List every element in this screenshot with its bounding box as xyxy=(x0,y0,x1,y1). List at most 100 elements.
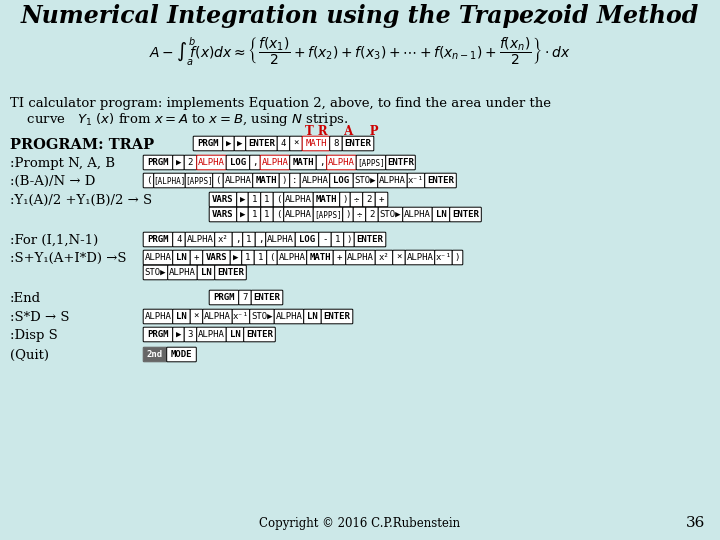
Text: :Y₁(A)/2 +Y₁(B)/2 → S: :Y₁(A)/2 +Y₁(B)/2 → S xyxy=(10,194,152,207)
Text: STO▶: STO▶ xyxy=(379,210,401,219)
FancyBboxPatch shape xyxy=(313,207,343,222)
FancyBboxPatch shape xyxy=(295,232,319,247)
Text: ALPHA: ALPHA xyxy=(225,176,251,185)
Text: ×: × xyxy=(194,312,199,321)
FancyBboxPatch shape xyxy=(343,207,354,222)
Text: ENTER: ENTER xyxy=(217,268,244,277)
FancyBboxPatch shape xyxy=(330,173,354,188)
Text: ▶: ▶ xyxy=(226,139,231,148)
Text: (: ( xyxy=(269,253,275,262)
FancyBboxPatch shape xyxy=(246,136,277,151)
Text: 1: 1 xyxy=(264,195,270,204)
Text: +: + xyxy=(379,195,384,204)
Text: Copyright © 2016 C.P.Rubenstein: Copyright © 2016 C.P.Rubenstein xyxy=(259,517,461,530)
FancyBboxPatch shape xyxy=(251,290,283,305)
Text: ALPHA: ALPHA xyxy=(407,253,433,262)
FancyBboxPatch shape xyxy=(343,232,354,247)
FancyBboxPatch shape xyxy=(143,309,173,324)
Text: PRGM: PRGM xyxy=(148,330,168,339)
Text: ,: , xyxy=(258,235,264,244)
Text: -: - xyxy=(323,235,328,244)
Text: +: + xyxy=(194,253,199,262)
FancyBboxPatch shape xyxy=(212,173,223,188)
Text: [APPS]: [APPS] xyxy=(185,176,213,185)
Text: ALPHA: ALPHA xyxy=(279,253,305,262)
Text: (: ( xyxy=(276,210,282,219)
FancyBboxPatch shape xyxy=(363,192,375,207)
FancyBboxPatch shape xyxy=(193,136,222,151)
FancyBboxPatch shape xyxy=(266,250,277,265)
FancyBboxPatch shape xyxy=(190,309,203,324)
FancyBboxPatch shape xyxy=(333,250,346,265)
Text: ▶: ▶ xyxy=(176,158,181,167)
Text: curve   $Y_1$ $(x)$ from $x = A$ to $x = B$, using $N$ strips.: curve $Y_1$ $(x)$ from $x = A$ to $x = B… xyxy=(10,111,348,128)
Text: MATH: MATH xyxy=(316,195,337,204)
Text: [APPS]: [APPS] xyxy=(357,158,385,167)
FancyBboxPatch shape xyxy=(197,155,226,170)
FancyBboxPatch shape xyxy=(185,173,213,188)
Text: PRGM: PRGM xyxy=(213,293,235,302)
Text: PRGM: PRGM xyxy=(148,158,168,167)
FancyBboxPatch shape xyxy=(452,250,463,265)
Text: PRGM: PRGM xyxy=(197,139,219,148)
Text: 1: 1 xyxy=(252,210,257,219)
FancyBboxPatch shape xyxy=(432,207,450,222)
Text: ALPHA: ALPHA xyxy=(198,330,225,339)
Text: T R    A    P: T R A P xyxy=(305,125,379,138)
FancyBboxPatch shape xyxy=(234,136,246,151)
Text: 2nd: 2nd xyxy=(147,350,163,359)
FancyBboxPatch shape xyxy=(274,309,304,324)
Text: ALPHA: ALPHA xyxy=(169,268,196,277)
FancyBboxPatch shape xyxy=(300,173,330,188)
FancyBboxPatch shape xyxy=(226,327,244,342)
Text: ENTER: ENTER xyxy=(323,312,351,321)
Text: LN: LN xyxy=(176,253,187,262)
FancyBboxPatch shape xyxy=(342,136,374,151)
FancyBboxPatch shape xyxy=(375,250,393,265)
Text: x²: x² xyxy=(379,253,390,262)
Text: (: ( xyxy=(146,176,151,185)
Text: [ALPHA]: [ALPHA] xyxy=(153,176,186,185)
FancyBboxPatch shape xyxy=(143,327,173,342)
Text: x⁻¹: x⁻¹ xyxy=(233,312,249,321)
Text: :Prompt N, A, B: :Prompt N, A, B xyxy=(10,157,115,170)
FancyBboxPatch shape xyxy=(340,192,351,207)
FancyBboxPatch shape xyxy=(250,309,274,324)
Text: LN: LN xyxy=(307,312,318,321)
FancyBboxPatch shape xyxy=(277,250,307,265)
Text: MATH: MATH xyxy=(305,139,327,148)
FancyBboxPatch shape xyxy=(378,173,408,188)
FancyBboxPatch shape xyxy=(289,155,316,170)
FancyBboxPatch shape xyxy=(143,232,173,247)
FancyBboxPatch shape xyxy=(316,155,327,170)
FancyBboxPatch shape xyxy=(184,155,197,170)
Text: $A - \int_a^b\!\! f(x)dx \approx \left\{\dfrac{f(x_1)}{2} + f(x_2) + f(x_3) + \c: $A - \int_a^b\!\! f(x)dx \approx \left\{… xyxy=(149,36,571,68)
FancyBboxPatch shape xyxy=(243,327,275,342)
Text: PROGRAM: TRAP: PROGRAM: TRAP xyxy=(10,138,154,152)
Text: ALPHA: ALPHA xyxy=(145,253,171,262)
Text: 4: 4 xyxy=(281,139,286,148)
Text: :S*D → S: :S*D → S xyxy=(10,311,70,324)
Text: VARS: VARS xyxy=(212,195,234,204)
FancyBboxPatch shape xyxy=(248,207,261,222)
FancyBboxPatch shape xyxy=(346,250,375,265)
Text: ALPHA: ALPHA xyxy=(302,176,328,185)
FancyBboxPatch shape xyxy=(319,232,331,247)
Text: 1: 1 xyxy=(335,235,340,244)
Text: :End: :End xyxy=(10,292,41,305)
FancyBboxPatch shape xyxy=(226,155,250,170)
FancyBboxPatch shape xyxy=(203,309,233,324)
FancyBboxPatch shape xyxy=(143,173,154,188)
Text: LN: LN xyxy=(436,210,446,219)
FancyBboxPatch shape xyxy=(354,232,386,247)
FancyBboxPatch shape xyxy=(203,250,230,265)
FancyBboxPatch shape xyxy=(248,192,261,207)
FancyBboxPatch shape xyxy=(284,207,313,222)
Text: ▶: ▶ xyxy=(240,210,246,219)
FancyBboxPatch shape xyxy=(321,309,353,324)
Text: +: + xyxy=(337,253,342,262)
Text: ÷: ÷ xyxy=(354,195,359,204)
Text: ENTER: ENTER xyxy=(253,293,280,302)
FancyBboxPatch shape xyxy=(261,207,274,222)
Text: TI calculator program: implements Equation 2, above, to find the area under the: TI calculator program: implements Equati… xyxy=(10,97,551,110)
